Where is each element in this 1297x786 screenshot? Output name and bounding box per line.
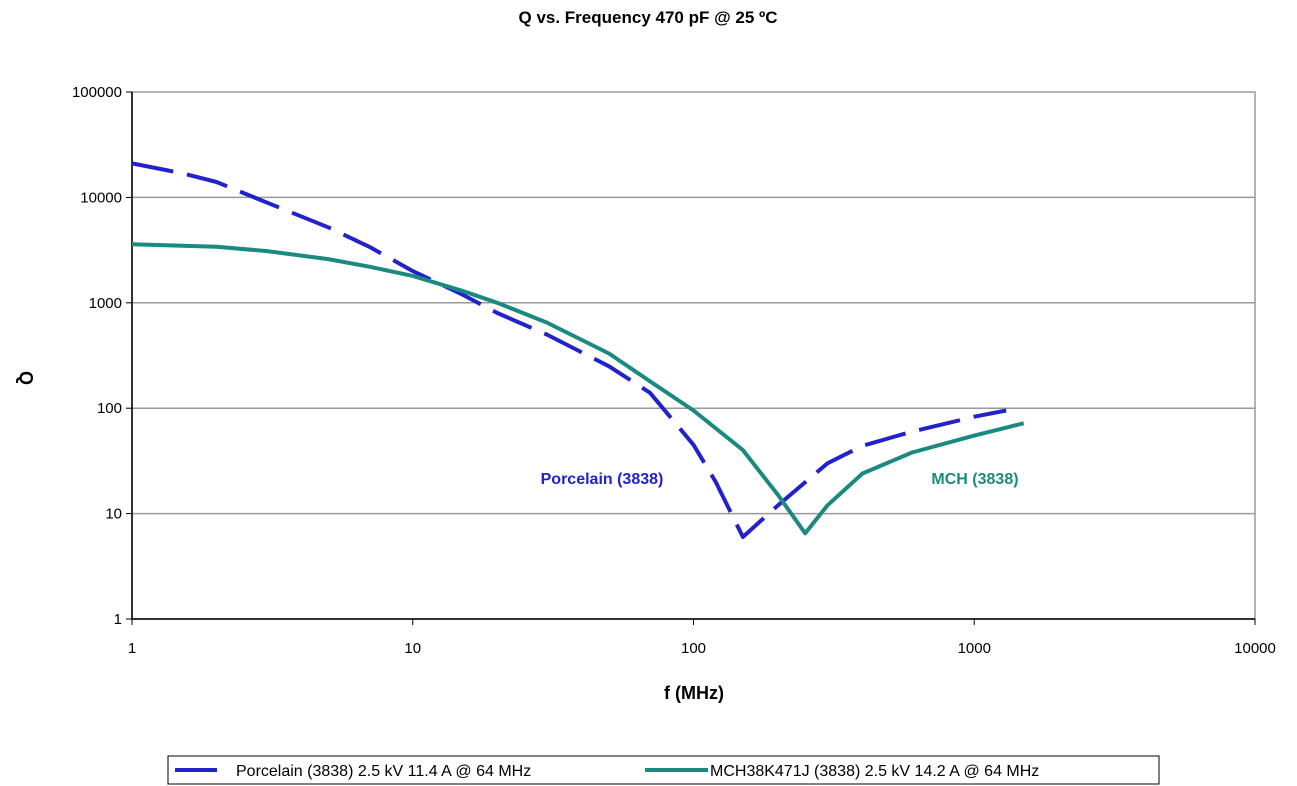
- series-0-point-10: [607, 365, 610, 368]
- series-0-point-16: [826, 462, 829, 465]
- series-1-point-2: [264, 250, 267, 253]
- series-1-point-1: [215, 245, 218, 248]
- y-tick-label-100000: 100000: [72, 84, 122, 101]
- series-0-point-8: [496, 312, 499, 315]
- series-1-point-16: [861, 472, 864, 475]
- series-0-point-17: [861, 444, 864, 447]
- y-tick-label-10000: 10000: [80, 189, 122, 206]
- plot-area: [132, 92, 1255, 619]
- series-0-point-4: [327, 226, 330, 229]
- mch-annotation: MCH (3838): [931, 471, 1018, 488]
- series-0-point-6: [411, 270, 414, 273]
- series-line-0: [131, 161, 1007, 539]
- series-1-point-7: [496, 301, 499, 304]
- series-0-point-15: [777, 504, 780, 507]
- chart-title: Q vs. Frequency 470 pF @ 25 ºC: [519, 8, 778, 27]
- series-1-point-13: [777, 494, 780, 497]
- y-tick-label-1000: 1000: [89, 295, 122, 312]
- series-0-point-20: [1005, 409, 1008, 412]
- x-tick-label-10000: 10000: [1234, 640, 1276, 657]
- series-1-point-14: [804, 532, 807, 535]
- porcelain-annotation: Porcelain (3838): [541, 471, 664, 488]
- x-tick-label-1: 1: [128, 640, 136, 657]
- series-0-point-2: [215, 180, 218, 183]
- legend: Porcelain (3838) 2.5 kV 11.4 A @ 64 MHz …: [167, 755, 1160, 785]
- series-0-point-3: [264, 201, 267, 204]
- x-tick-label-10: 10: [404, 640, 421, 657]
- series-0-point-18: [910, 430, 913, 433]
- series-1-point-9: [607, 352, 610, 355]
- series-0-point-13: [714, 480, 717, 483]
- y-tick-label-10: 10: [105, 506, 122, 523]
- series-1-point-8: [545, 321, 548, 324]
- y-axis: 1 10 100 1000 10000 100000: [72, 84, 133, 628]
- series-lines: [131, 161, 1025, 539]
- series-0-point-11: [649, 391, 652, 394]
- series-1-point-18: [973, 434, 976, 437]
- series-1-point-3: [327, 258, 330, 261]
- series-0-point-5: [368, 245, 371, 248]
- grid-lines: [132, 196, 1255, 515]
- series-1-point-10: [649, 380, 652, 383]
- series-0-point-14: [741, 535, 744, 538]
- legend-label-porcelain: Porcelain (3838) 2.5 kV 11.4 A @ 64 MHz: [236, 763, 531, 780]
- series-1-point-19: [1022, 422, 1025, 425]
- y-axis-label: Q: [16, 371, 36, 385]
- x-axis: 1 10 100 1000 10000: [128, 618, 1276, 657]
- series-1-point-15: [826, 504, 829, 507]
- series-0-point-19: [973, 415, 976, 418]
- series-1-point-0: [131, 243, 134, 246]
- series-1-point-5: [411, 274, 414, 277]
- series-1-point-17: [910, 451, 913, 454]
- series-1-point-11: [692, 409, 695, 412]
- series-1-point-12: [741, 449, 744, 452]
- series-line-1: [131, 242, 1025, 536]
- series-0-point-12: [692, 443, 695, 446]
- series-1-point-6: [461, 289, 464, 292]
- x-tick-label-1000: 1000: [958, 640, 991, 657]
- series-0-point-0: [131, 162, 134, 165]
- y-tick-label-100: 100: [97, 400, 122, 417]
- series-1-point-4: [368, 265, 371, 268]
- y-tick-label-1: 1: [114, 611, 122, 628]
- x-axis-label: f (MHz): [664, 683, 724, 703]
- series-0-point-9: [545, 333, 548, 336]
- legend-label-mch: MCH38K471J (3838) 2.5 kV 14.2 A @ 64 MHz: [710, 763, 1039, 780]
- series-0-point-7: [461, 293, 464, 296]
- x-tick-label-100: 100: [681, 640, 706, 657]
- series-0-point-1: [180, 172, 183, 175]
